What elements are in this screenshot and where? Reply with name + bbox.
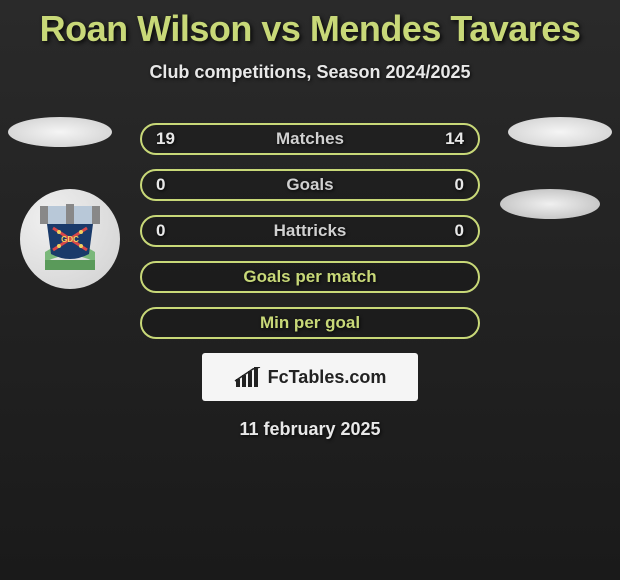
stat-label: Hattricks <box>186 221 434 241</box>
stat-label: Goals <box>186 175 434 195</box>
stat-right-value: 0 <box>434 221 464 241</box>
club-right-badge-placeholder <box>500 189 600 219</box>
bars-icon <box>234 367 262 387</box>
stat-left-value: 19 <box>156 129 186 149</box>
player-left-avatar-placeholder <box>8 117 112 147</box>
branding-text: FcTables.com <box>268 367 387 388</box>
stat-row-goals: 0 Goals 0 <box>140 169 480 201</box>
stat-label: Matches <box>186 129 434 149</box>
stat-left-value: 0 <box>156 175 186 195</box>
stat-row-goals-per-match: Goals per match <box>140 261 480 293</box>
stat-label: Goals per match <box>156 267 464 287</box>
page-title: Roan Wilson vs Mendes Tavares <box>0 0 620 50</box>
stat-row-matches: 19 Matches 14 <box>140 123 480 155</box>
svg-text:GDC: GDC <box>61 235 79 244</box>
stat-rows-container: 19 Matches 14 0 Goals 0 0 Hattricks 0 Go… <box>140 123 480 339</box>
stat-row-min-per-goal: Min per goal <box>140 307 480 339</box>
stat-right-value: 14 <box>434 129 464 149</box>
branding-badge: FcTables.com <box>202 353 418 401</box>
stat-label: Min per goal <box>156 313 464 333</box>
footer-date: 11 february 2025 <box>0 419 620 440</box>
comparison-content: GDC 19 Matches 14 0 Goals 0 0 Hattricks … <box>0 123 620 440</box>
stat-right-value: 0 <box>434 175 464 195</box>
club-logo-icon: GDC <box>35 204 105 274</box>
stat-left-value: 0 <box>156 221 186 241</box>
stat-row-hattricks: 0 Hattricks 0 <box>140 215 480 247</box>
club-left-badge: GDC <box>20 189 120 289</box>
player-right-avatar-placeholder <box>508 117 612 147</box>
page-subtitle: Club competitions, Season 2024/2025 <box>0 62 620 83</box>
